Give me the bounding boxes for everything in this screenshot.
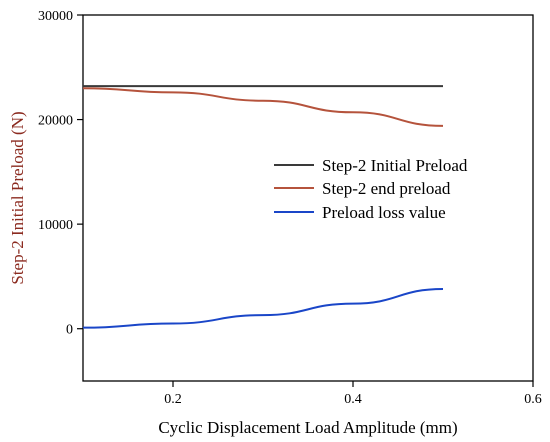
y-tick-label: 10000 [38, 218, 73, 233]
x-tick-label: 0.4 [344, 392, 362, 407]
x-axis-ticks: 0.2 0.4 0.6 [164, 381, 542, 407]
series-line-2 [82, 87, 444, 127]
legend-label: Step-2 Initial Preload [322, 156, 468, 175]
y-axis-ticks: 0 10000 20000 30000 [38, 9, 83, 338]
legend: Step-2 Initial Preload Step-2 end preload… [274, 156, 468, 222]
x-tick-label: 0.6 [524, 392, 542, 407]
series-lines [82, 85, 444, 329]
y-tick-label: 20000 [38, 114, 73, 129]
series-line-3 [82, 287, 444, 329]
x-axis-label: Cyclic Displacement Load Amplitude (mm) [158, 418, 457, 437]
y-tick-label: 0 [66, 323, 73, 338]
y-tick-label: 30000 [38, 9, 73, 24]
legend-label: Preload loss value [322, 203, 446, 222]
x-tick-label: 0.2 [164, 392, 182, 407]
plot-frame [82, 14, 534, 382]
y-axis-label: Step-2 Initial Preload (N) [8, 111, 27, 284]
legend-label: Step-2 end preload [322, 179, 451, 198]
